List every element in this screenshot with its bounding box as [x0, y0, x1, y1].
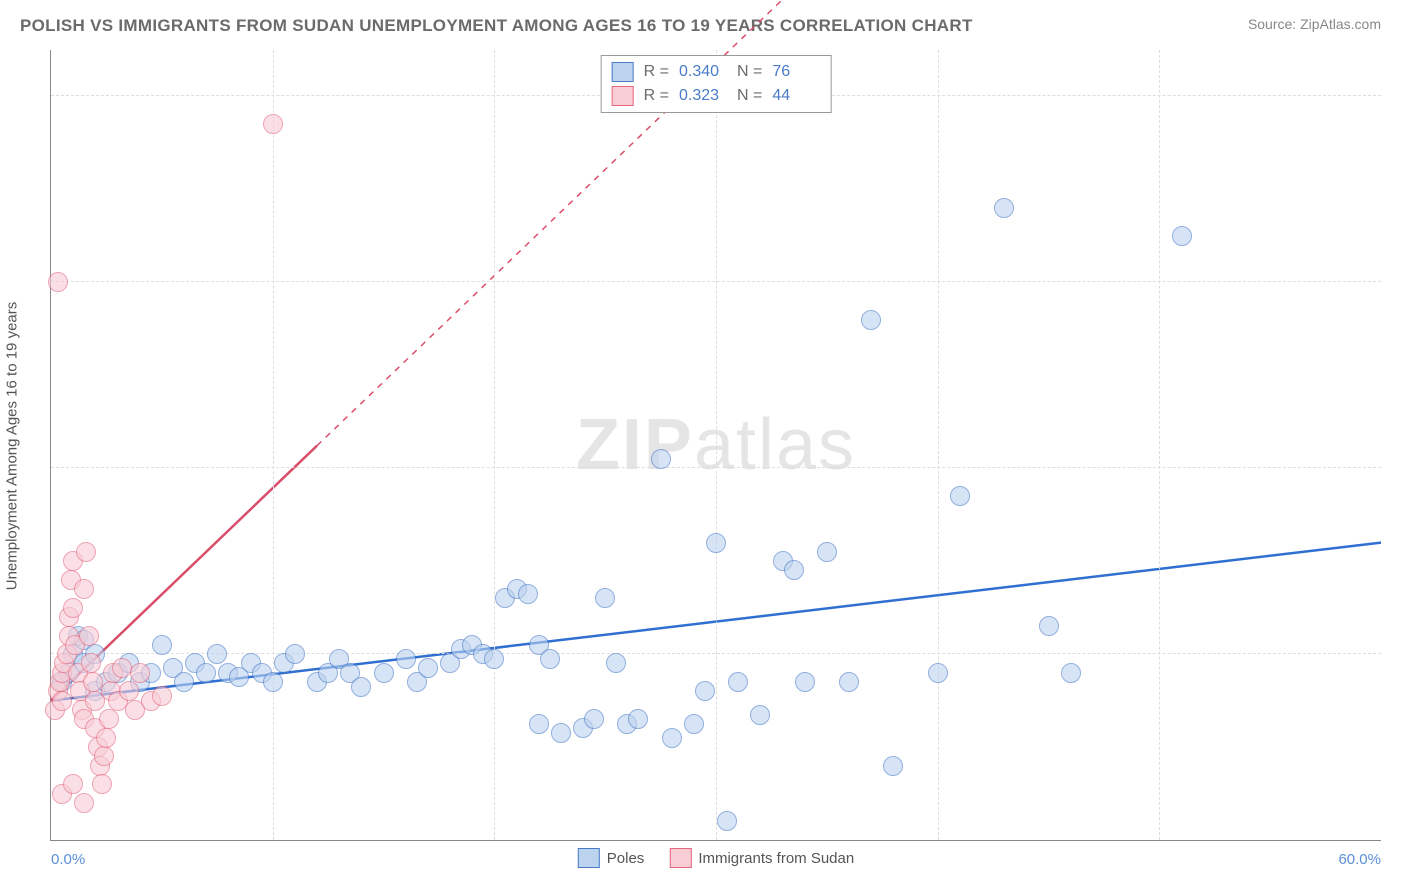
data-point-poles: [883, 756, 903, 776]
stat-r-label: R =: [644, 63, 669, 81]
data-point-poles: [695, 681, 715, 701]
data-point-poles: [1172, 226, 1192, 246]
data-point-sudan: [94, 746, 114, 766]
legend-swatch: [578, 848, 600, 868]
data-point-poles: [651, 449, 671, 469]
data-point-poles: [551, 723, 571, 743]
stats-swatch: [612, 62, 634, 82]
legend-item: Immigrants from Sudan: [669, 848, 854, 868]
source-attribution: Source: ZipAtlas.com: [1248, 16, 1381, 32]
x-tick-label: 0.0%: [51, 851, 85, 868]
data-point-sudan: [74, 579, 94, 599]
data-point-poles: [263, 672, 283, 692]
legend-item: Poles: [578, 848, 645, 868]
legend-label: Poles: [607, 850, 645, 867]
stats-row: R = 0.340 N = 76: [612, 60, 821, 84]
gridline-vertical: [716, 50, 717, 840]
data-point-poles: [152, 635, 172, 655]
data-point-poles: [540, 649, 560, 669]
stat-n-label: N =: [737, 87, 762, 105]
series-legend: Poles Immigrants from Sudan: [578, 848, 854, 868]
gridline-vertical: [273, 50, 274, 840]
data-point-poles: [207, 644, 227, 664]
data-point-poles: [484, 649, 504, 669]
data-point-poles: [418, 658, 438, 678]
data-point-poles: [396, 649, 416, 669]
data-point-poles: [817, 542, 837, 562]
data-point-poles: [928, 663, 948, 683]
legend-label: Immigrants from Sudan: [698, 850, 854, 867]
data-point-poles: [196, 663, 216, 683]
data-point-poles: [728, 672, 748, 692]
gridline-vertical: [1159, 50, 1160, 840]
gridline-vertical: [938, 50, 939, 840]
data-point-sudan: [79, 626, 99, 646]
x-tick-label: 60.0%: [1338, 851, 1381, 868]
legend-swatch: [669, 848, 691, 868]
data-point-sudan: [52, 691, 72, 711]
data-point-sudan: [81, 653, 101, 673]
data-point-sudan: [63, 774, 83, 794]
stat-n-value: 44: [772, 87, 820, 105]
data-point-sudan: [263, 114, 283, 134]
data-point-poles: [662, 728, 682, 748]
data-point-poles: [518, 584, 538, 604]
data-point-poles: [374, 663, 394, 683]
stat-r-value: 0.323: [679, 87, 727, 105]
data-point-poles: [628, 709, 648, 729]
y-axis-label: Unemployment Among Ages 16 to 19 years: [4, 302, 21, 591]
stat-r-value: 0.340: [679, 63, 727, 81]
data-point-sudan: [92, 774, 112, 794]
data-point-poles: [1039, 616, 1059, 636]
data-point-poles: [717, 811, 737, 831]
stats-legend-box: R = 0.340 N = 76 R = 0.323 N = 44: [601, 55, 832, 113]
data-point-sudan: [74, 793, 94, 813]
stat-n-value: 76: [772, 63, 820, 81]
data-point-poles: [351, 677, 371, 697]
gridline-vertical: [494, 50, 495, 840]
data-point-poles: [606, 653, 626, 673]
data-point-sudan: [48, 272, 68, 292]
plot-area: ZIPatlas R = 0.340N = 76R = 0.323N = 44 …: [50, 50, 1381, 841]
data-point-poles: [861, 310, 881, 330]
data-point-sudan: [152, 686, 172, 706]
correlation-chart: POLISH VS IMMIGRANTS FROM SUDAN UNEMPLOY…: [0, 0, 1406, 892]
data-point-sudan: [130, 663, 150, 683]
data-point-sudan: [99, 709, 119, 729]
data-point-poles: [795, 672, 815, 692]
y-tick-label: 40.0%: [1391, 443, 1406, 460]
data-point-sudan: [119, 681, 139, 701]
data-point-sudan: [76, 542, 96, 562]
data-point-sudan: [63, 598, 83, 618]
data-point-poles: [839, 672, 859, 692]
data-point-poles: [174, 672, 194, 692]
data-point-poles: [750, 705, 770, 725]
data-point-poles: [994, 198, 1014, 218]
data-point-poles: [950, 486, 970, 506]
data-point-sudan: [112, 658, 132, 678]
data-point-poles: [784, 560, 804, 580]
y-tick-label: 20.0%: [1391, 629, 1406, 646]
data-point-poles: [595, 588, 615, 608]
data-point-poles: [684, 714, 704, 734]
chart-title: POLISH VS IMMIGRANTS FROM SUDAN UNEMPLOY…: [20, 16, 973, 36]
data-point-poles: [285, 644, 305, 664]
data-point-poles: [529, 714, 549, 734]
data-point-poles: [1061, 663, 1081, 683]
y-tick-label: 80.0%: [1391, 71, 1406, 88]
stat-r-label: R =: [644, 87, 669, 105]
data-point-poles: [584, 709, 604, 729]
data-point-poles: [706, 533, 726, 553]
data-point-sudan: [96, 728, 116, 748]
stat-n-label: N =: [737, 63, 762, 81]
stats-row: R = 0.323 N = 44: [612, 84, 821, 108]
stats-swatch: [612, 86, 634, 106]
y-tick-label: 60.0%: [1391, 257, 1406, 274]
